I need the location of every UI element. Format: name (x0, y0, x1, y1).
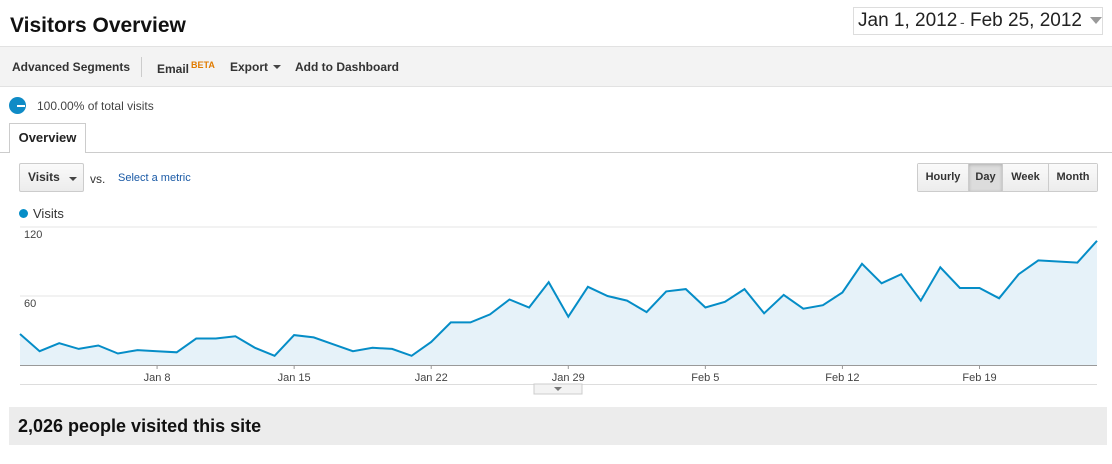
metric-dropdown[interactable]: Visits (19, 163, 84, 192)
visits-line (19, 240, 1098, 357)
chevron-down-icon[interactable] (1090, 17, 1102, 24)
toolbar: Advanced Segments Email BETA Export Add t… (0, 46, 1112, 87)
email-label: Email (157, 62, 190, 76)
summary-banner: 2,026 people visited this site (9, 407, 1107, 445)
email-button[interactable]: Email BETA (157, 60, 215, 76)
hourly-button[interactable]: Hourly (918, 164, 968, 191)
export-label: Export (230, 60, 269, 74)
chevron-down-icon (69, 177, 77, 181)
visits-chart: 120 60 Jan 8 Jan 15 Jan 22 Jan 29 Feb 5 Feb 12… (19, 226, 1098, 395)
chevron-down-icon (554, 387, 562, 391)
y-tick-label: 60 (24, 298, 36, 310)
y-tick-label: 120 (24, 229, 42, 241)
x-tick-label: Jan 29 (552, 372, 585, 384)
vs-label: vs. (90, 172, 106, 186)
page-title: Visitors Overview (10, 14, 186, 37)
chevron-down-icon (273, 65, 282, 69)
segment-label: 100.00% of total visits (37, 99, 154, 113)
segment-pie-icon[interactable] (9, 97, 26, 114)
date-range-end: Feb 25, 2012 (970, 10, 1082, 31)
visits-area (20, 240, 1097, 365)
legend-swatch (19, 209, 28, 218)
add-to-dashboard-button[interactable]: Add to Dashboard (295, 60, 399, 74)
beta-badge: BETA (191, 60, 215, 70)
chart-resize-handle[interactable] (533, 383, 583, 395)
x-tick-label: Jan 15 (278, 372, 311, 384)
date-range-start: Jan 1, 2012 (858, 10, 958, 31)
x-tick-label: Feb 19 (962, 372, 996, 384)
export-button[interactable]: Export (230, 60, 282, 74)
metric-dropdown-label: Visits (28, 170, 60, 184)
week-button[interactable]: Week (1002, 164, 1048, 191)
tab-divider (0, 152, 1112, 153)
x-tick-label: Jan 22 (415, 372, 448, 384)
toolbar-divider (141, 57, 142, 77)
select-metric-link[interactable]: Select a metric (118, 172, 191, 184)
tab-overview[interactable]: Overview (9, 123, 86, 153)
day-button[interactable]: Day (968, 164, 1002, 191)
x-tick-label: Feb 12 (825, 372, 859, 384)
legend-label: Visits (33, 206, 64, 221)
date-range-picker[interactable]: Jan 1, 2012 - Feb 25, 2012 (853, 7, 1103, 35)
advanced-segments-button[interactable]: Advanced Segments (12, 60, 131, 74)
month-button[interactable]: Month (1048, 164, 1097, 191)
time-granularity-buttons: Hourly Day Week Month (917, 163, 1098, 192)
x-tick-label: Jan 8 (144, 372, 171, 384)
x-tick-label: Feb 5 (691, 372, 719, 384)
date-range-separator: - (960, 14, 965, 30)
